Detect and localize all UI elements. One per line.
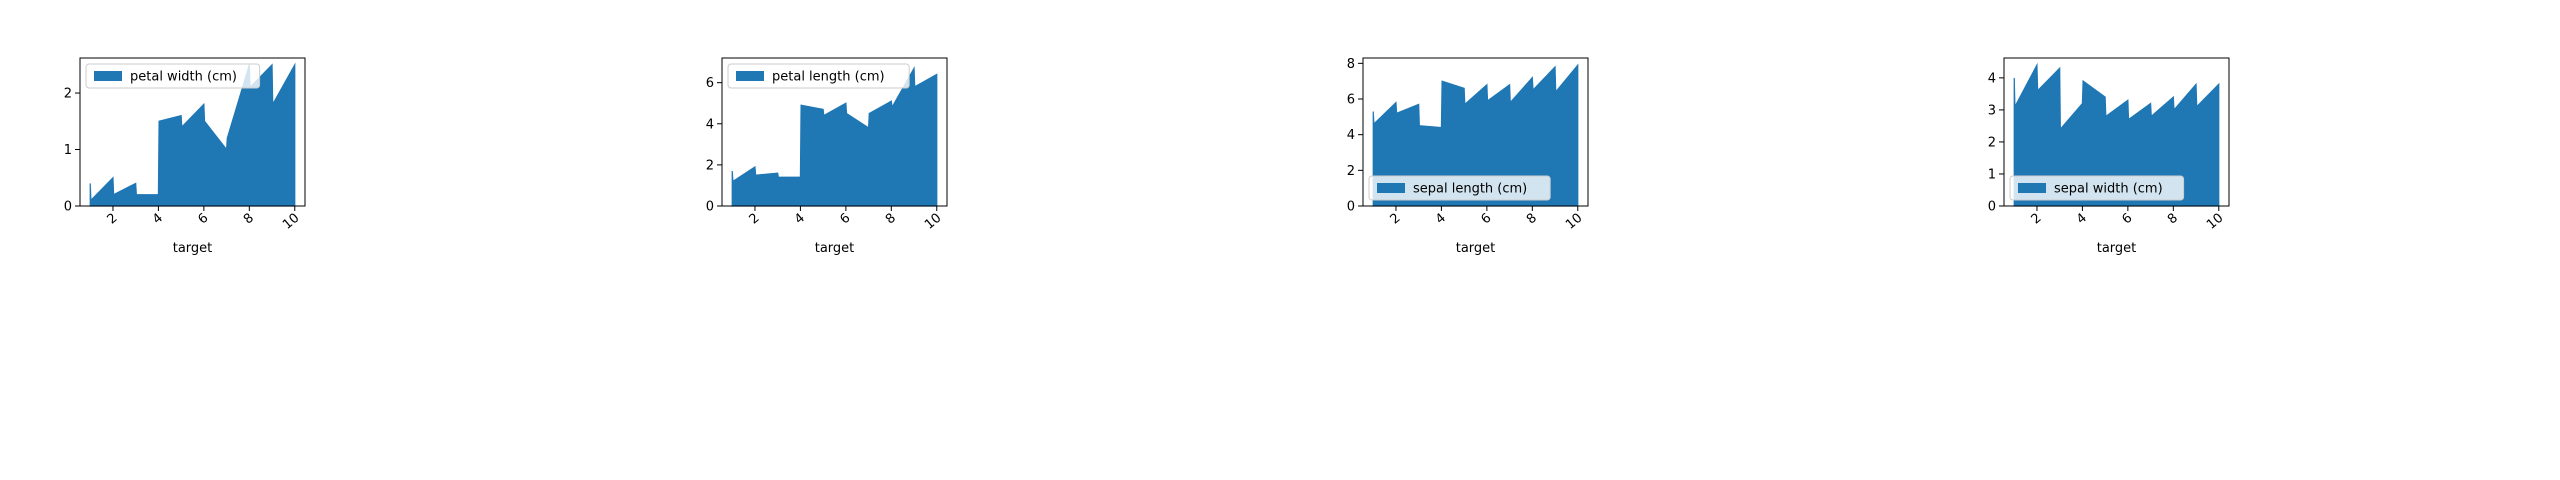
y-tick-label: 4 (1988, 71, 1996, 86)
legend-label: sepal width (cm) (2054, 182, 2163, 197)
y-tick-label: 1 (64, 143, 72, 158)
x-tick-label: 2 (1388, 211, 1404, 228)
area-series (731, 66, 938, 207)
legend-swatch (736, 71, 764, 81)
x-axis-label: target (2097, 241, 2137, 256)
legend: sepal length (cm) (1368, 175, 1551, 201)
x-axis-label: target (1456, 241, 1496, 256)
x-tick-label: 4 (1433, 211, 1449, 228)
axes-frame (2003, 57, 2230, 207)
y-tick-label: 2 (706, 158, 714, 173)
x-tick-label: 10 (2204, 211, 2226, 233)
area-series (2013, 62, 2220, 207)
x-tick-label: 6 (837, 211, 853, 228)
x-tick-label: 6 (2119, 211, 2135, 228)
axes-frame (721, 57, 948, 207)
legend-label: petal width (cm) (130, 70, 237, 85)
area-series (1372, 63, 1579, 207)
x-tick-label: 2 (2029, 211, 2045, 228)
legend-swatch (94, 71, 122, 81)
legend: sepal width (cm) (2009, 175, 2185, 201)
x-tick-label: 6 (195, 211, 211, 228)
subplot-sepal-width: 2 4 6 8 10 0 1 2 3 4 target sepal width (cm) (1988, 57, 2230, 256)
x-tick-label: 10 (1563, 211, 1585, 233)
x-tick-label: 6 (1478, 211, 1494, 228)
x-tick-label: 4 (792, 211, 808, 228)
subplot-petal-length: 2 4 6 8 10 0 2 4 6 target petal length (cm) (706, 57, 948, 256)
legend-label: petal length (cm) (772, 70, 885, 85)
x-tick-label: 8 (1524, 211, 1540, 228)
x-tick-label: 10 (922, 211, 944, 233)
y-tick-label: 8 (1347, 57, 1355, 72)
area-series (89, 62, 296, 207)
y-tick-label: 0 (1988, 200, 1996, 215)
x-tick-label: 8 (883, 211, 899, 228)
y-tick-label: 2 (64, 87, 72, 102)
y-tick-label: 2 (1988, 135, 1996, 150)
legend-box (85, 63, 261, 89)
x-tick-label: 4 (2074, 211, 2090, 228)
x-tick-label: 8 (2165, 211, 2181, 228)
axes-frame (79, 57, 306, 207)
x-axis-label: target (815, 241, 855, 256)
y-tick-label: 6 (1347, 93, 1355, 108)
x-tick-label: 4 (150, 211, 166, 228)
legend-swatch (2018, 183, 2046, 193)
y-tick-label: 4 (706, 117, 714, 132)
legend-swatch (1377, 183, 1405, 193)
subplot-petal-width: 2 4 6 8 10 0 1 2 target petal width (cm) (64, 57, 306, 256)
x-tick-label: 2 (105, 211, 121, 228)
legend-box (1368, 175, 1551, 201)
y-tick-label: 1 (1988, 167, 1996, 182)
legend-label: sepal length (cm) (1413, 182, 1527, 197)
x-tick-label: 2 (747, 211, 763, 228)
legend-box (2009, 175, 2185, 201)
legend: petal length (cm) (727, 63, 910, 89)
y-tick-label: 0 (706, 200, 714, 215)
y-tick-label: 2 (1347, 164, 1355, 179)
x-tick-label: 8 (241, 211, 257, 228)
y-tick-label: 3 (1988, 103, 1996, 118)
legend-box (727, 63, 910, 89)
x-axis-label: target (173, 241, 213, 256)
y-tick-label: 6 (706, 76, 714, 91)
y-tick-label: 0 (1347, 200, 1355, 215)
x-tick-label: 10 (280, 211, 302, 233)
subplot-sepal-length: 2 4 6 8 10 0 2 4 6 8 target sepal length (cm) (1347, 57, 1589, 256)
legend: petal width (cm) (85, 63, 261, 89)
y-tick-label: 4 (1347, 128, 1355, 143)
axes-frame (1362, 57, 1589, 207)
y-tick-label: 0 (64, 200, 72, 215)
